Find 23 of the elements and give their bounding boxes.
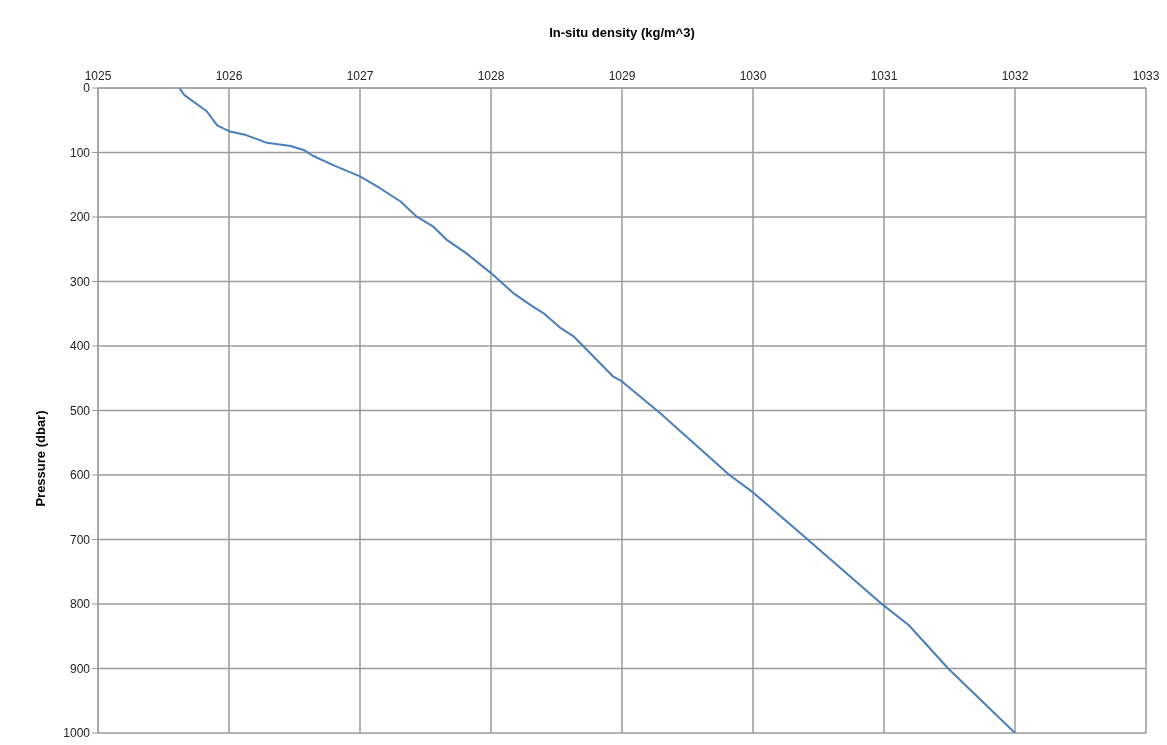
x-tick-label: 1032 xyxy=(1001,69,1029,83)
y-tick-label: 300 xyxy=(69,274,91,289)
y-tick-label: 900 xyxy=(69,661,91,676)
y-tick-label: 0 xyxy=(83,81,91,96)
x-tick-label: 1027 xyxy=(346,69,374,83)
x-tick-label: 1033 xyxy=(1132,69,1160,83)
x-tick-label: 1028 xyxy=(477,69,505,83)
y-tick-label: 500 xyxy=(69,403,91,418)
x-tick-label: 1031 xyxy=(870,69,898,83)
y-tick-label: 200 xyxy=(69,210,91,225)
line-series xyxy=(178,88,1016,733)
y-tick-label: 400 xyxy=(69,339,91,354)
x-tick-label: 1030 xyxy=(739,69,767,83)
y-axis-title: Pressure (dbar) xyxy=(32,410,48,507)
y-tick-label: 1000 xyxy=(63,726,91,741)
y-tick-label: 700 xyxy=(69,532,91,547)
y-tick-label: 100 xyxy=(69,145,91,160)
y-tick-label: 600 xyxy=(69,468,91,483)
y-tick-label: 800 xyxy=(69,597,91,612)
x-tick-label: 1026 xyxy=(215,69,243,83)
x-axis-title: In-situ density (kg/m^3) xyxy=(549,25,695,41)
x-tick-label: 1029 xyxy=(608,69,636,83)
x-tick-label: 1025 xyxy=(84,69,112,83)
